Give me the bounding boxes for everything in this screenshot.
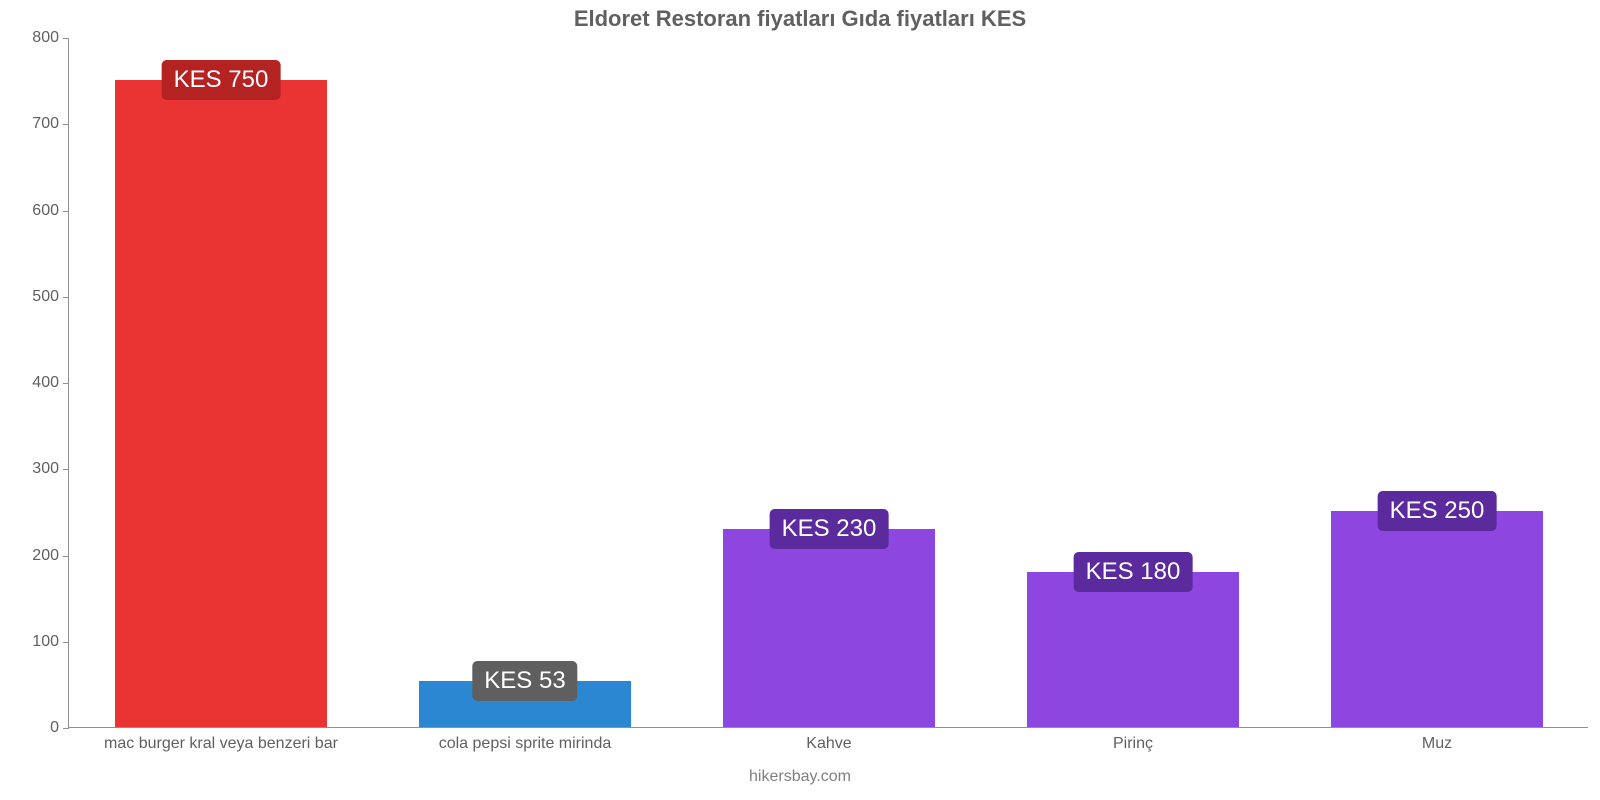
- y-tick-label: 500: [32, 288, 69, 306]
- x-axis-label: cola pepsi sprite mirinda: [439, 727, 612, 753]
- bar-value-badge: KES 750: [162, 60, 281, 100]
- bar-slot: KES 750mac burger kral veya benzeri bar: [115, 38, 328, 727]
- plot-area: 0100200300400500600700800KES 750mac burg…: [68, 38, 1588, 728]
- bar: [1027, 572, 1240, 727]
- bar-slot: KES 180Pirinç: [1027, 38, 1240, 727]
- y-tick-label: 300: [32, 460, 69, 478]
- y-tick-label: 100: [32, 633, 69, 651]
- bar: [1331, 511, 1544, 727]
- bar-value-badge: KES 250: [1378, 491, 1497, 531]
- y-tick-label: 800: [32, 29, 69, 47]
- bar-slot: KES 53cola pepsi sprite mirinda: [419, 38, 632, 727]
- bar: [115, 80, 328, 727]
- x-axis-label: mac burger kral veya benzeri bar: [104, 727, 338, 753]
- y-tick-label: 700: [32, 115, 69, 133]
- bar-chart: Eldoret Restoran fiyatları Gıda fiyatlar…: [0, 0, 1600, 800]
- x-axis-label: Kahve: [806, 727, 851, 753]
- y-tick-label: 200: [32, 547, 69, 565]
- x-axis-label: Pirinç: [1113, 727, 1153, 753]
- x-axis-label: Muz: [1422, 727, 1452, 753]
- y-tick-label: 600: [32, 202, 69, 220]
- y-tick-label: 400: [32, 374, 69, 392]
- y-tick-label: 0: [50, 719, 69, 737]
- bar-slot: KES 230Kahve: [723, 38, 936, 727]
- chart-footer-credit: hikersbay.com: [0, 768, 1600, 786]
- chart-title: Eldoret Restoran fiyatları Gıda fiyatlar…: [0, 6, 1600, 32]
- bar: [723, 529, 936, 727]
- bar-slot: KES 250Muz: [1331, 38, 1544, 727]
- bar-value-badge: KES 230: [770, 509, 889, 549]
- bar-value-badge: KES 53: [472, 661, 577, 701]
- bar-value-badge: KES 180: [1074, 552, 1193, 592]
